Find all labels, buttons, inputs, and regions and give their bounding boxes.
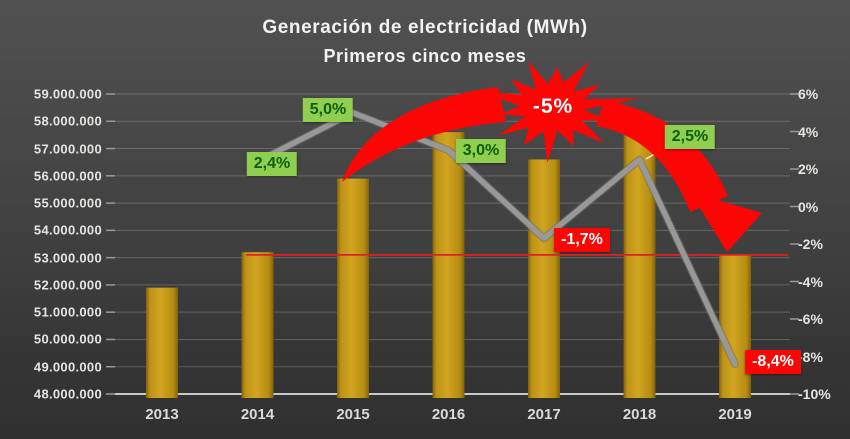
data-label-2019: -8,4% xyxy=(745,350,801,374)
chart-title: Generación de electricidad (MWh) xyxy=(262,17,588,38)
y-axis-left-label: 49.000.000 xyxy=(33,359,102,375)
bar-2017 xyxy=(528,159,560,398)
data-label-2018: 2,5% xyxy=(664,125,716,149)
y-axis-right-label: -10% xyxy=(798,386,831,402)
x-axis-label-2019: 2019 xyxy=(718,406,752,423)
y-axis-left-label: 50.000.000 xyxy=(33,331,102,347)
y-axis-right-label: 2% xyxy=(798,161,819,177)
x-axis-label-2018: 2018 xyxy=(622,406,657,423)
x-axis-label-2016: 2016 xyxy=(431,406,466,423)
bar-2014 xyxy=(241,252,274,398)
red-arrow-down xyxy=(596,100,728,212)
y-axis-left-label: 54.000.000 xyxy=(33,222,102,238)
data-label-2017: -1,7% xyxy=(554,228,610,252)
starburst xyxy=(480,61,640,163)
y-axis-left-label: 59.000.000 xyxy=(33,86,102,102)
data-label-2015: 5,0% xyxy=(302,98,354,122)
y-axis-left-label: 48.000.000 xyxy=(33,386,102,402)
x-axis-label-2017: 2017 xyxy=(527,406,561,423)
y-axis-left-label: 57.000.000 xyxy=(33,141,102,157)
y-axis-right-label: -2% xyxy=(798,236,823,252)
x-axis-label-2014: 2014 xyxy=(240,406,275,423)
y-axis-left-label: 53.000.000 xyxy=(33,250,102,266)
chart-title-block: Generación de electricidad (MWh) Primero… xyxy=(60,13,790,71)
y-axis-right-label: 6% xyxy=(798,86,819,102)
x-axis-label-2013: 2013 xyxy=(145,406,179,423)
y-axis-right-label: -6% xyxy=(798,311,823,327)
y-axis-right-label: 0% xyxy=(798,198,819,215)
bar-2013 xyxy=(146,287,178,398)
x-axis-label-2015: 2015 xyxy=(336,406,370,423)
y-axis-left-label: 52.000.000 xyxy=(33,277,102,293)
y-axis-right-label: -4% xyxy=(798,273,823,290)
data-label-2016: 3,0% xyxy=(455,139,507,163)
y-axis-left-label: 56.000.000 xyxy=(33,168,102,184)
bar-2015 xyxy=(337,178,369,398)
bar-2016 xyxy=(432,132,465,398)
y-axis-left-label: 55.000.000 xyxy=(33,195,102,211)
red-arrow-up xyxy=(342,87,506,182)
starburst-label: -5% xyxy=(532,95,574,118)
red-arrow-down-head xyxy=(690,192,762,252)
y-axis-left-label: 58.000.000 xyxy=(33,113,102,129)
y-axis-left-label: 51.000.000 xyxy=(33,304,102,320)
chart-subtitle: Primeros cinco meses xyxy=(323,46,527,66)
y-axis-right-label: 4% xyxy=(798,123,819,140)
y-axis-right-label: -8% xyxy=(798,348,823,365)
bar-2019 xyxy=(719,254,751,398)
data-label-2014: 2,4% xyxy=(246,152,298,176)
